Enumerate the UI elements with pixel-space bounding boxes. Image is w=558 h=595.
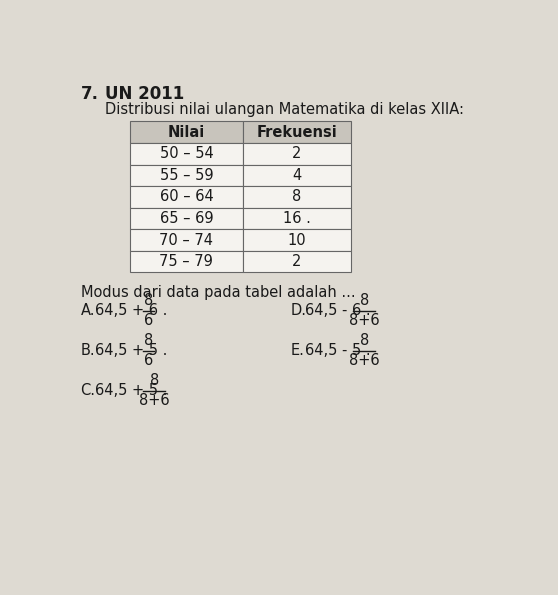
Text: 8+6: 8+6 <box>349 314 380 328</box>
Text: 2: 2 <box>292 146 301 161</box>
Text: C.: C. <box>80 383 95 399</box>
Text: 64,5 + 5 .: 64,5 + 5 . <box>94 343 167 358</box>
Bar <box>130 186 243 208</box>
Bar <box>130 208 243 229</box>
Bar <box>243 251 351 273</box>
Bar <box>130 143 243 165</box>
Bar <box>130 229 243 251</box>
Text: Frekuensi: Frekuensi <box>257 125 337 140</box>
Text: D.: D. <box>291 303 307 318</box>
Text: 8+6: 8+6 <box>139 393 170 408</box>
Bar <box>130 251 243 273</box>
Text: 55 – 59: 55 – 59 <box>160 168 213 183</box>
Text: 8: 8 <box>360 333 369 349</box>
Text: 8: 8 <box>292 189 301 205</box>
Text: 50 – 54: 50 – 54 <box>160 146 213 161</box>
Text: 8: 8 <box>360 293 369 308</box>
Text: 2: 2 <box>292 254 301 269</box>
Text: E.: E. <box>291 343 305 358</box>
Text: 65 – 69: 65 – 69 <box>160 211 213 226</box>
Text: Nilai: Nilai <box>168 125 205 140</box>
Bar <box>243 208 351 229</box>
Text: 64,5 - 5 .: 64,5 - 5 . <box>305 343 370 358</box>
Text: 70 – 74: 70 – 74 <box>160 233 213 248</box>
Text: UN 2011: UN 2011 <box>105 85 185 104</box>
Bar <box>243 143 351 165</box>
Text: 8+6: 8+6 <box>349 353 380 368</box>
Text: A.: A. <box>80 303 95 318</box>
Bar <box>243 165 351 186</box>
Bar <box>130 165 243 186</box>
Text: 4: 4 <box>292 168 301 183</box>
Text: Modus dari data pada tabel adalah ...: Modus dari data pada tabel adalah ... <box>80 284 355 300</box>
Text: 8: 8 <box>144 293 153 308</box>
Text: 16 .: 16 . <box>283 211 311 226</box>
Text: 10: 10 <box>287 233 306 248</box>
Text: 8: 8 <box>150 374 159 389</box>
Text: Distribusi nilai ulangan Matematika di kelas XIIA:: Distribusi nilai ulangan Matematika di k… <box>105 102 464 117</box>
Text: 6: 6 <box>144 353 153 368</box>
Text: 75 – 79: 75 – 79 <box>160 254 213 269</box>
Text: 60 – 64: 60 – 64 <box>160 189 213 205</box>
Text: 64,5 - 6 .: 64,5 - 6 . <box>305 303 370 318</box>
Text: 64,5 + 5 .: 64,5 + 5 . <box>94 383 167 399</box>
Text: 7.: 7. <box>80 85 99 104</box>
Text: 64,5 + 6 .: 64,5 + 6 . <box>94 303 167 318</box>
Text: 6: 6 <box>144 314 153 328</box>
Text: B.: B. <box>80 343 95 358</box>
Text: 8: 8 <box>144 333 153 349</box>
Bar <box>130 121 243 143</box>
Bar <box>243 229 351 251</box>
Bar <box>243 186 351 208</box>
Bar <box>243 121 351 143</box>
